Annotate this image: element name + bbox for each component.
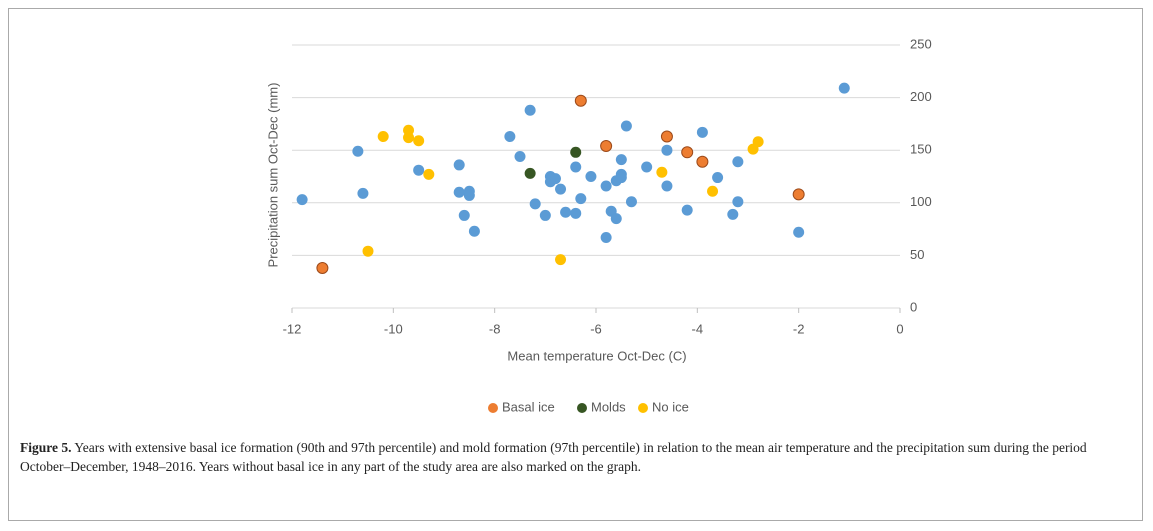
point xyxy=(707,185,719,197)
point xyxy=(316,262,329,275)
legend-marker xyxy=(638,403,648,413)
y-tick-label: 0 xyxy=(910,299,917,314)
caption: Figure 5. Years with extensive basal ice… xyxy=(20,438,1135,476)
x-tick-label: -4 xyxy=(692,321,704,336)
point xyxy=(656,166,668,178)
point xyxy=(600,180,612,192)
point xyxy=(792,188,805,201)
x-tick-label: 0 xyxy=(896,321,903,336)
point xyxy=(524,167,536,179)
x-tick-label: -8 xyxy=(489,321,501,336)
point xyxy=(352,145,364,157)
point xyxy=(570,161,582,173)
point xyxy=(453,186,465,198)
legend-label: No ice xyxy=(652,399,689,414)
point xyxy=(681,146,694,159)
point xyxy=(600,139,613,152)
point xyxy=(413,135,425,147)
point xyxy=(570,146,582,158)
y-axis-title: Precipitation sum Oct-Dec (mm) xyxy=(265,83,280,268)
legend-marker xyxy=(577,403,587,413)
y-tick-label: 50 xyxy=(910,247,924,262)
point xyxy=(696,155,709,168)
point xyxy=(413,164,425,176)
point xyxy=(504,131,516,143)
point xyxy=(660,130,673,143)
point xyxy=(615,154,627,166)
point xyxy=(570,207,582,219)
point xyxy=(453,159,465,171)
caption-label: Figure 5. xyxy=(20,440,72,455)
point xyxy=(377,131,389,143)
point xyxy=(403,132,415,144)
point xyxy=(524,104,536,116)
point xyxy=(600,232,612,244)
y-tick-label: 150 xyxy=(910,142,932,157)
point xyxy=(732,156,744,168)
point xyxy=(793,226,805,238)
point xyxy=(575,193,587,205)
point xyxy=(838,82,850,94)
point xyxy=(610,213,622,225)
point xyxy=(549,173,561,185)
point xyxy=(615,172,627,184)
point xyxy=(696,126,708,138)
point xyxy=(423,168,435,180)
legend-marker xyxy=(488,403,498,413)
point xyxy=(585,171,597,182)
x-tick-label: -12 xyxy=(283,321,302,336)
x-tick-label: -2 xyxy=(793,321,805,336)
y-tick-label: 200 xyxy=(910,89,932,104)
x-tick-label: -10 xyxy=(384,321,403,336)
point xyxy=(712,172,724,184)
point xyxy=(625,196,637,208)
point xyxy=(560,206,572,218)
legend-label: Molds xyxy=(591,399,626,414)
point xyxy=(555,254,567,266)
point xyxy=(574,94,587,107)
point xyxy=(727,208,739,220)
point xyxy=(529,198,541,210)
y-tick-label: 100 xyxy=(910,194,932,209)
point xyxy=(468,225,480,237)
point xyxy=(463,185,475,197)
x-axis-title: Mean temperature Oct-Dec (C) xyxy=(507,348,686,363)
point xyxy=(620,120,632,132)
point xyxy=(296,194,308,206)
point xyxy=(357,187,369,199)
y-tick-label: 250 xyxy=(910,36,932,51)
point xyxy=(362,245,374,257)
point xyxy=(732,196,744,208)
x-tick-label: -6 xyxy=(590,321,602,336)
point xyxy=(681,204,693,216)
point xyxy=(641,161,653,173)
point xyxy=(458,209,470,221)
point xyxy=(661,144,673,156)
point xyxy=(752,136,764,148)
legend-label: Basal ice xyxy=(502,399,555,414)
figure-frame xyxy=(8,8,1143,521)
point xyxy=(555,183,567,195)
point xyxy=(539,209,551,221)
caption-text: Years with extensive basal ice formation… xyxy=(20,440,1087,474)
point xyxy=(661,180,673,192)
point xyxy=(514,151,526,163)
